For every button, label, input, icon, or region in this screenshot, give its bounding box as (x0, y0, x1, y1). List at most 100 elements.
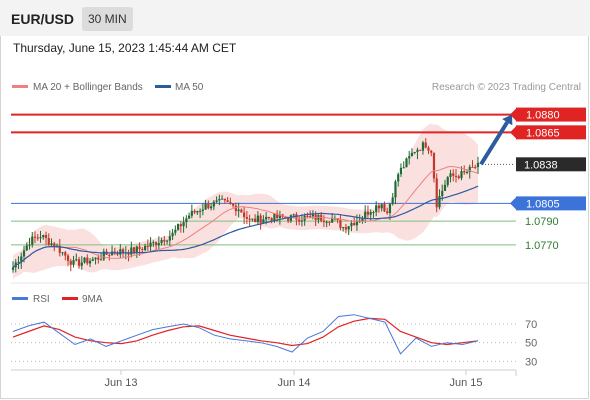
candle-body (394, 181, 397, 198)
candle-body (160, 239, 163, 244)
candle-body (441, 190, 444, 197)
candle-body (468, 166, 471, 173)
candle-body (331, 218, 334, 223)
candle-body (372, 211, 375, 213)
candle-body (210, 206, 213, 209)
candle-body (377, 205, 381, 209)
candle-body (77, 259, 81, 266)
candle-body (270, 218, 273, 222)
pivot-label: 1.0805 (526, 198, 560, 210)
rsi-ma-line (12, 317, 479, 347)
rsi-tick-label: 50 (525, 338, 537, 350)
candle-body (413, 152, 416, 154)
candle-body (256, 215, 259, 222)
candle-body (218, 198, 221, 201)
candle-body (75, 259, 78, 261)
candle-body (80, 262, 83, 266)
candle-body (339, 220, 342, 228)
candle-body (364, 211, 367, 219)
candle-body (254, 218, 257, 222)
candle-body (36, 237, 39, 239)
candle-body (146, 245, 149, 247)
candle-body (267, 216, 270, 219)
candle-body (86, 257, 89, 264)
candle-body (97, 257, 100, 260)
candle-body (223, 198, 226, 201)
candle-body (152, 242, 155, 244)
candle-body (399, 167, 403, 175)
candle-body (221, 198, 224, 200)
candle-body (446, 177, 449, 185)
resistance-tag-pointer (510, 126, 516, 139)
candle-body (457, 176, 460, 179)
candle-body (375, 205, 378, 212)
candle-body (229, 202, 232, 205)
rsi-tick-label: 70 (525, 319, 537, 331)
candle-body (251, 218, 254, 220)
candle-body (190, 210, 193, 216)
candle-body (265, 216, 268, 220)
candle-body (108, 254, 111, 256)
candle-body (410, 152, 414, 157)
candle-body (212, 201, 215, 207)
candle-body (452, 173, 455, 176)
candle-body (328, 221, 331, 223)
candle-body (174, 229, 177, 233)
candle-body (240, 209, 243, 213)
candle-body (449, 173, 452, 178)
time-tick-label: Jun 15 (449, 377, 482, 389)
candle-body (344, 227, 348, 230)
candle-body (347, 226, 350, 230)
candle-body (336, 218, 339, 221)
support-label: 1.0790 (525, 216, 559, 228)
candle-body (47, 238, 50, 245)
candle-body (187, 215, 191, 219)
candle-body (25, 245, 28, 251)
candle-body (91, 259, 94, 261)
candle-body (402, 167, 405, 169)
candle-body (424, 142, 427, 148)
candle-body (289, 215, 292, 221)
candle-body (243, 212, 246, 218)
candle-body (342, 227, 345, 229)
candle-body (215, 200, 218, 202)
candle-body (234, 205, 237, 212)
candle-body (438, 196, 441, 208)
candle-body (380, 204, 383, 209)
candle-body (33, 236, 37, 238)
candle-body (44, 235, 48, 239)
candle-body (284, 216, 287, 218)
candle-body (11, 267, 15, 270)
candle-body (463, 171, 466, 173)
resistance-tag (516, 107, 586, 122)
candle-body (276, 213, 279, 218)
ma50-line (12, 185, 479, 268)
support-label: 1.0770 (525, 240, 559, 252)
candle-body (99, 259, 103, 261)
candle-body (454, 175, 458, 177)
candle-body (119, 249, 122, 255)
ma50-legend-label: MA 50 (175, 82, 204, 93)
candle-body (369, 212, 372, 215)
candle-body (427, 147, 430, 151)
resistance-label: 1.0865 (526, 127, 560, 139)
candle-body (102, 251, 105, 260)
candle-body (116, 253, 119, 255)
candle-body (435, 178, 438, 208)
candle-body (471, 166, 474, 168)
candle-body (287, 217, 290, 221)
timeframe-badge[interactable]: 30 MIN (82, 7, 133, 31)
candle-body (196, 211, 199, 213)
candle-body (474, 166, 477, 168)
candle-body (421, 142, 425, 151)
candle-body (28, 244, 31, 246)
candle-body (476, 162, 480, 168)
candle-body (94, 257, 97, 260)
candle-body (72, 260, 75, 265)
forecast-arrow-head (502, 114, 513, 126)
candle-body (292, 214, 295, 216)
candle-body (135, 246, 138, 253)
resistance-tag (516, 125, 586, 140)
ma20-legend-label: MA 20 + Bollinger Bands (33, 82, 143, 93)
candle-body (245, 217, 248, 219)
